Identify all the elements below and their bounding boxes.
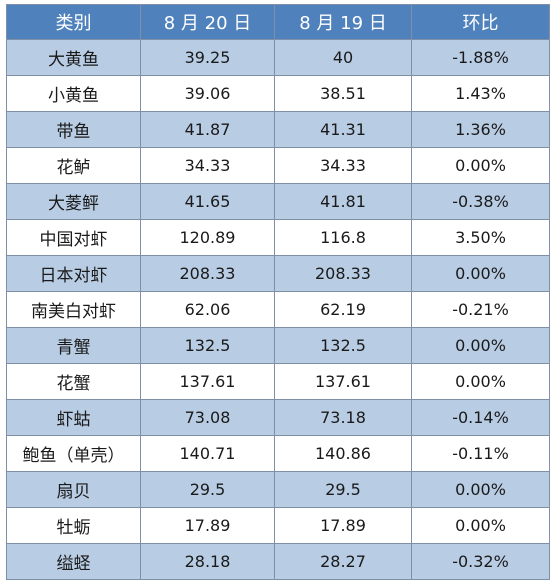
cell-aug20: 34.33 — [140, 147, 275, 184]
cell-aug20: 73.08 — [140, 399, 275, 436]
table-row: 花鲈 34.33 34.33 0.00% — [6, 147, 550, 184]
cell-category: 中国对虾 — [6, 219, 141, 256]
cell-change: 0.00% — [411, 255, 550, 292]
cell-aug19: 140.86 — [274, 435, 412, 472]
cell-aug20: 17.89 — [140, 507, 275, 544]
cell-aug20: 41.65 — [140, 183, 275, 220]
cell-aug19: 208.33 — [274, 255, 412, 292]
cell-aug20: 29.5 — [140, 471, 275, 508]
cell-change: 0.00% — [411, 147, 550, 184]
header-aug19: 8 月 19 日 — [274, 4, 412, 40]
cell-aug19: 28.27 — [274, 543, 412, 580]
table-row: 牡蛎 17.89 17.89 0.00% — [6, 507, 550, 544]
cell-change: 3.50% — [411, 219, 550, 256]
cell-aug19: 132.5 — [274, 327, 412, 364]
cell-aug20: 41.87 — [140, 111, 275, 148]
cell-aug19: 34.33 — [274, 147, 412, 184]
cell-category: 花蟹 — [6, 363, 141, 400]
table-row: 扇贝 29.5 29.5 0.00% — [6, 471, 550, 508]
cell-aug19: 137.61 — [274, 363, 412, 400]
cell-aug19: 17.89 — [274, 507, 412, 544]
table-header-row: 类别 8 月 20 日 8 月 19 日 环比 — [6, 4, 550, 40]
cell-category: 青蟹 — [6, 327, 141, 364]
table-row: 大黄鱼 39.25 40 -1.88% — [6, 39, 550, 76]
cell-category: 缢蛏 — [6, 543, 141, 580]
table-row: 花蟹 137.61 137.61 0.00% — [6, 363, 550, 400]
table-row: 中国对虾 120.89 116.8 3.50% — [6, 219, 550, 256]
table-row: 虾蛄 73.08 73.18 -0.14% — [6, 399, 550, 436]
cell-aug19: 41.31 — [274, 111, 412, 148]
cell-aug19: 62.19 — [274, 291, 412, 328]
table-row: 大菱鲆 41.65 41.81 -0.38% — [6, 183, 550, 220]
cell-change: 0.00% — [411, 363, 550, 400]
cell-aug20: 208.33 — [140, 255, 275, 292]
cell-aug19: 41.81 — [274, 183, 412, 220]
table-row: 鲍鱼（单壳） 140.71 140.86 -0.11% — [6, 435, 550, 472]
cell-change: 1.36% — [411, 111, 550, 148]
cell-category: 鲍鱼（单壳） — [6, 435, 141, 472]
cell-aug20: 62.06 — [140, 291, 275, 328]
cell-aug20: 39.06 — [140, 75, 275, 112]
cell-aug20: 140.71 — [140, 435, 275, 472]
cell-aug20: 39.25 — [140, 39, 275, 76]
cell-category: 扇贝 — [6, 471, 141, 508]
cell-change: -0.14% — [411, 399, 550, 436]
header-category: 类别 — [6, 4, 141, 40]
cell-change: -0.11% — [411, 435, 550, 472]
cell-aug19: 73.18 — [274, 399, 412, 436]
table-row: 南美白对虾 62.06 62.19 -0.21% — [6, 291, 550, 328]
cell-category: 花鲈 — [6, 147, 141, 184]
header-change: 环比 — [411, 4, 550, 40]
cell-change: 0.00% — [411, 327, 550, 364]
cell-aug20: 137.61 — [140, 363, 275, 400]
cell-category: 牡蛎 — [6, 507, 141, 544]
cell-category: 小黄鱼 — [6, 75, 141, 112]
cell-aug19: 38.51 — [274, 75, 412, 112]
cell-category: 大菱鲆 — [6, 183, 141, 220]
table-row: 缢蛏 28.18 28.27 -0.32% — [6, 543, 550, 580]
table-row: 日本对虾 208.33 208.33 0.00% — [6, 255, 550, 292]
cell-change: -0.32% — [411, 543, 550, 580]
cell-aug19: 40 — [274, 39, 412, 76]
cell-change: 1.43% — [411, 75, 550, 112]
cell-change: -1.88% — [411, 39, 550, 76]
cell-aug20: 132.5 — [140, 327, 275, 364]
cell-aug20: 120.89 — [140, 219, 275, 256]
table-row: 带鱼 41.87 41.31 1.36% — [6, 111, 550, 148]
cell-aug20: 28.18 — [140, 543, 275, 580]
cell-category: 南美白对虾 — [6, 291, 141, 328]
cell-aug19: 116.8 — [274, 219, 412, 256]
price-table-container: 类别 8 月 20 日 8 月 19 日 环比 大黄鱼 39.25 40 -1.88%… — [6, 4, 550, 580]
cell-aug19: 29.5 — [274, 471, 412, 508]
cell-change: 0.00% — [411, 507, 550, 544]
cell-category: 虾蛄 — [6, 399, 141, 436]
cell-change: -0.21% — [411, 291, 550, 328]
price-table: 类别 8 月 20 日 8 月 19 日 环比 大黄鱼 39.25 40 -1.88%… — [6, 4, 550, 580]
table-row: 青蟹 132.5 132.5 0.00% — [6, 327, 550, 364]
cell-change: -0.38% — [411, 183, 550, 220]
table-row: 小黄鱼 39.06 38.51 1.43% — [6, 75, 550, 112]
cell-category: 带鱼 — [6, 111, 141, 148]
table-body: 大黄鱼 39.25 40 -1.88% 小黄鱼 39.06 38.51 1.43% 带鱼 41.8… — [6, 39, 550, 580]
cell-category: 日本对虾 — [6, 255, 141, 292]
header-aug20: 8 月 20 日 — [140, 4, 275, 40]
cell-category: 大黄鱼 — [6, 39, 141, 76]
cell-change: 0.00% — [411, 471, 550, 508]
